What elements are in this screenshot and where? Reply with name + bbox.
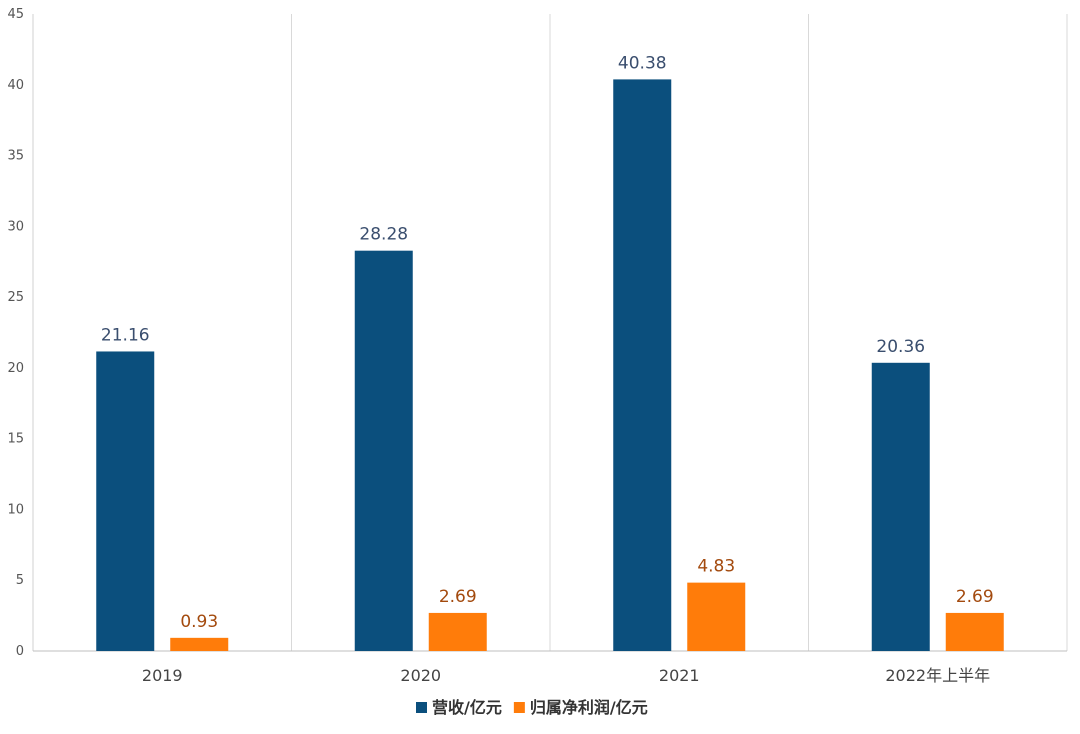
y-tick-label: 10 [7,502,24,517]
revenue-bar [871,362,930,651]
net-profit-data-label: 0.93 [180,612,218,632]
revenue-data-label: 28.28 [359,225,408,245]
net-profit-bar [945,612,1004,651]
y-tick-label: 15 [7,432,24,447]
legend: 营收/亿元 归属净利润/亿元 [416,698,648,717]
x-tick-label: 2022年上半年 [885,666,990,685]
x-tick-label: 2019 [142,666,183,685]
revenue-bar [354,250,413,651]
y-tick-label: 40 [7,78,24,93]
net-profit-bar [428,612,487,651]
grid-lines [291,14,1068,651]
net-profit-data-label: 4.83 [697,557,735,577]
bars [96,79,1004,651]
y-tick-label: 45 [7,7,24,22]
revenue-data-label: 20.36 [876,337,925,357]
net-profit-bar [687,582,746,651]
legend-swatch-revenue [416,702,427,713]
y-tick-label: 0 [16,644,24,659]
net-profit-data-label: 2.69 [956,587,994,607]
revenue-bar [613,79,672,651]
legend-swatch-net-profit [513,702,525,713]
revenue-bar [96,351,155,651]
y-tick-label: 35 [7,149,24,164]
y-tick-label: 20 [7,361,24,376]
x-axis-ticks: 2019 2020 2021 2022年上半年 [142,666,990,685]
revenue-data-label: 40.38 [618,53,667,73]
data-labels: 21.16 0.93 28.28 2.69 40.38 4.83 20.36 2.69 [101,53,994,631]
net-profit-data-label: 2.69 [439,587,477,607]
legend-label-revenue: 营收/亿元 [432,698,502,717]
y-axis-ticks: 0 5 10 15 20 25 30 35 40 45 [7,7,24,659]
y-tick-label: 5 [16,573,24,588]
x-tick-label: 2020 [400,666,441,685]
revenue-data-label: 21.16 [101,325,150,345]
net-profit-bar [170,637,229,651]
y-tick-label: 25 [7,290,24,305]
y-tick-label: 30 [7,219,24,234]
x-tick-label: 2021 [659,666,700,685]
legend-label-net-profit: 归属净利润/亿元 [530,698,648,717]
